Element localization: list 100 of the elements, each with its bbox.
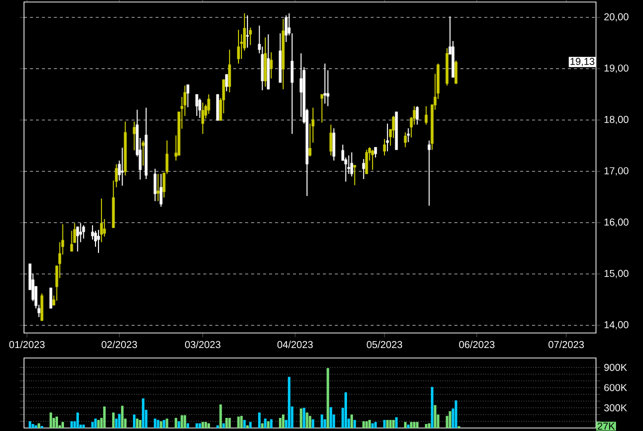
bar <box>395 417 398 428</box>
bar <box>246 425 249 428</box>
candlestick <box>49 287 52 309</box>
candlestick <box>228 49 231 93</box>
bar <box>243 420 246 428</box>
x-tick-label: 02/2023 <box>102 340 137 348</box>
bar <box>184 415 186 428</box>
bar <box>383 420 386 428</box>
bar <box>28 421 32 428</box>
x-tick-label: 04/2023 <box>277 340 313 348</box>
candlestick <box>320 94 324 124</box>
candlestick <box>353 164 356 186</box>
candlestick <box>371 149 374 170</box>
bar <box>132 414 136 428</box>
bar <box>300 408 302 428</box>
candlestick <box>406 128 410 143</box>
bar <box>32 424 34 428</box>
bar <box>186 423 190 428</box>
candlestick <box>362 158 366 180</box>
bar <box>430 386 434 428</box>
bar <box>416 422 419 428</box>
bar <box>237 416 240 428</box>
bar <box>264 418 267 428</box>
candlestick <box>324 63 326 104</box>
bar <box>38 423 40 428</box>
candlestick <box>160 173 162 208</box>
candlestick <box>237 29 240 64</box>
bar <box>365 421 368 428</box>
bar <box>142 398 144 428</box>
bar <box>174 418 178 428</box>
bar <box>320 414 324 428</box>
bar <box>353 420 356 428</box>
bar <box>413 422 416 428</box>
candlestick <box>374 146 377 158</box>
candlestick <box>79 222 82 243</box>
bar <box>94 418 97 428</box>
candlestick <box>332 128 336 162</box>
bar <box>434 405 436 428</box>
bar <box>362 421 365 428</box>
bar <box>330 407 332 428</box>
annotation: 27K <box>598 422 615 430</box>
bar <box>207 423 210 428</box>
candlestick <box>365 149 368 174</box>
bar <box>428 423 430 428</box>
bar <box>112 412 115 428</box>
bar <box>407 424 410 428</box>
bar <box>228 418 231 428</box>
bar <box>302 408 306 428</box>
bar <box>162 420 166 428</box>
bar <box>389 420 392 428</box>
candlestick <box>350 152 354 177</box>
bar <box>288 376 290 428</box>
bar <box>410 422 413 428</box>
annotation: 19,13 <box>570 58 594 66</box>
bar <box>371 423 374 428</box>
candlestick <box>82 224 85 240</box>
bar <box>118 414 121 428</box>
candlestick <box>270 52 273 79</box>
candlestick <box>308 123 312 157</box>
candlestick <box>383 138 386 156</box>
bar <box>82 424 85 428</box>
bar <box>56 416 58 428</box>
y-tick-label: 900K <box>604 364 628 371</box>
candlestick <box>97 229 100 254</box>
candlestick <box>142 140 145 166</box>
y-tick-label: 300K <box>604 404 628 412</box>
candlestick <box>424 106 428 126</box>
x-tick-label: 06/2023 <box>459 340 494 348</box>
bar <box>454 400 458 428</box>
bar <box>34 425 38 428</box>
bar <box>70 421 73 428</box>
candlestick <box>70 230 74 252</box>
bar <box>225 418 228 428</box>
bar <box>249 422 252 428</box>
bar <box>61 422 64 428</box>
candlestick <box>103 218 106 238</box>
x-tick-label: 01/2023 <box>9 340 45 348</box>
bar <box>219 404 222 428</box>
candlestick <box>201 102 204 134</box>
x-tick-label: 07/2023 <box>548 340 584 348</box>
candlestick <box>290 32 294 134</box>
bar <box>156 420 160 428</box>
candlestick <box>225 74 228 92</box>
bar <box>202 422 204 428</box>
bar <box>267 421 270 428</box>
candlestick <box>454 60 458 84</box>
candlestick <box>249 27 252 46</box>
bar <box>448 411 452 428</box>
y-tick-label: 16,00 <box>604 218 628 227</box>
bar <box>344 392 348 428</box>
candlestick <box>186 84 190 108</box>
candlestick <box>132 121 136 151</box>
bar <box>368 420 371 428</box>
bar <box>306 412 308 428</box>
x-tick-label: 05/2023 <box>366 340 402 348</box>
bar <box>103 406 106 428</box>
y-tick-label: 15,00 <box>604 270 628 278</box>
candlestick <box>156 173 160 202</box>
candlestick <box>416 106 419 126</box>
candlestick <box>195 94 198 116</box>
